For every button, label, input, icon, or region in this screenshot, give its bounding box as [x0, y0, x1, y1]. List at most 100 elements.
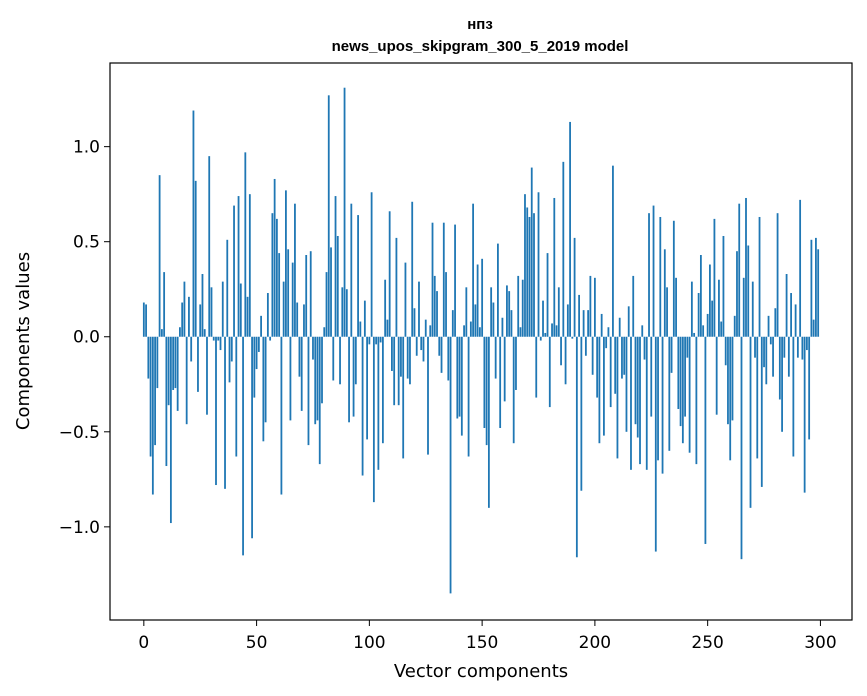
bar [404, 262, 407, 337]
bar [535, 336, 538, 398]
y-axis-ticks: −1.0 −0.5 0.0 0.5 1.0 [59, 138, 110, 538]
chart-subtitle: news_upos_skipgram_300_5_2019 model [332, 38, 629, 55]
bar [147, 336, 150, 379]
bar [309, 251, 312, 337]
bar [546, 253, 549, 337]
bar [661, 336, 664, 474]
bar [562, 161, 565, 337]
bar [251, 336, 253, 539]
bar [812, 319, 815, 337]
bar [165, 336, 168, 467]
plot-frame [109, 62, 853, 621]
bar [625, 336, 628, 432]
bar [494, 336, 497, 379]
bar [630, 336, 632, 470]
bar [686, 336, 689, 358]
bar [709, 264, 711, 337]
bar [343, 87, 346, 337]
y-tick-label: −1.0 [59, 518, 100, 538]
bar [508, 291, 511, 337]
y-tick-label: 1.0 [73, 138, 100, 158]
bar [808, 336, 811, 440]
bar [339, 336, 341, 385]
bar [591, 336, 594, 375]
bar [704, 336, 707, 544]
bar [578, 294, 580, 337]
bar [348, 336, 350, 423]
bar [239, 283, 242, 337]
bar [485, 336, 488, 446]
bar [612, 165, 614, 337]
bar [194, 180, 197, 337]
bar [336, 235, 339, 337]
bar [438, 336, 441, 356]
bar [706, 313, 709, 337]
bar [684, 336, 686, 417]
y-tick-label: 0.0 [73, 328, 100, 348]
bar [499, 336, 502, 428]
bar [616, 336, 619, 459]
bar [679, 336, 682, 427]
bar [783, 336, 786, 358]
bars-group [142, 87, 820, 594]
bar [677, 336, 680, 409]
x-tick-label: 250 [691, 633, 723, 653]
bar [172, 336, 175, 390]
bar [334, 196, 337, 337]
bar [729, 336, 732, 461]
bar [792, 336, 795, 457]
bar [199, 304, 202, 337]
bar [451, 310, 454, 337]
bar [548, 336, 551, 408]
bar [375, 336, 378, 345]
bar [233, 205, 235, 337]
bar [476, 264, 479, 337]
bar [203, 329, 206, 337]
bar [174, 336, 177, 389]
bar [298, 336, 301, 377]
bar [481, 258, 484, 337]
bar [294, 203, 296, 337]
bar [740, 336, 743, 560]
bar [185, 336, 188, 425]
x-axis-label: Vector components [394, 661, 568, 682]
bar [350, 203, 353, 337]
bar [607, 327, 610, 337]
bar [521, 279, 524, 337]
bar [699, 255, 702, 337]
bar [242, 336, 244, 556]
bar [303, 304, 305, 337]
bar [668, 336, 671, 451]
bar [702, 325, 705, 337]
bar [724, 336, 727, 366]
bar [722, 235, 725, 337]
bar [260, 315, 262, 337]
bar [621, 336, 623, 379]
bar [255, 336, 258, 370]
bar [449, 336, 452, 594]
x-tick-label: 0 [138, 633, 149, 653]
bar [515, 336, 517, 390]
bar [794, 304, 797, 337]
bar [736, 251, 738, 337]
bar [156, 336, 159, 389]
bar [370, 192, 373, 337]
bar [553, 197, 556, 337]
bar [422, 336, 425, 362]
bar [192, 110, 195, 337]
bar [751, 281, 754, 337]
bar [413, 308, 416, 337]
bar [544, 332, 547, 337]
bar [264, 336, 267, 423]
bar [219, 336, 222, 351]
bar [776, 213, 779, 337]
bar [587, 310, 590, 337]
bar [580, 336, 583, 491]
bar [325, 272, 328, 337]
bar [634, 336, 637, 425]
bar [372, 336, 375, 503]
bar [354, 336, 357, 385]
bar [747, 245, 750, 337]
bar [492, 302, 495, 337]
bar [711, 300, 714, 337]
